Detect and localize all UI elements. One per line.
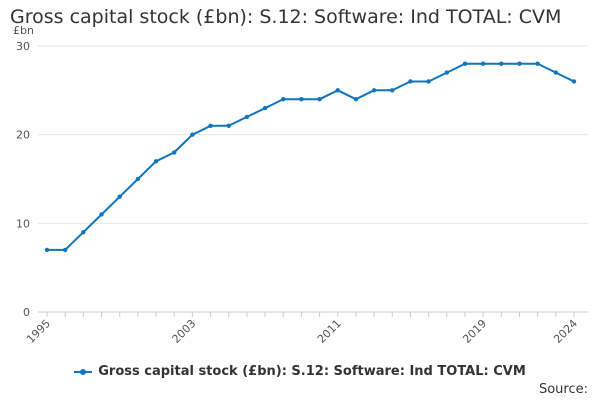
legend-label: Gross capital stock (£bn): S.12: Softwar…: [98, 364, 526, 379]
data-point: [444, 70, 449, 75]
x-tick-label: 2019: [460, 317, 489, 346]
chart-title: Gross capital stock (£bn): S.12: Softwar…: [10, 6, 562, 28]
data-point: [172, 150, 177, 155]
data-point: [462, 61, 468, 66]
data-point: [553, 70, 559, 75]
y-axis-label: £bn: [13, 24, 34, 37]
data-point: [535, 61, 540, 66]
source-label: Source:: [538, 382, 588, 397]
data-point: [81, 230, 86, 235]
data-point: [281, 97, 286, 102]
y-tick-label: 20: [16, 129, 30, 142]
data-point: [371, 88, 377, 93]
data-point: [499, 61, 504, 66]
data-point: [153, 159, 159, 164]
data-point: [135, 176, 141, 182]
data-point: [571, 79, 577, 84]
data-point: [517, 61, 522, 66]
data-point: [317, 97, 322, 102]
x-tick-label: 2024: [551, 317, 580, 346]
data-point: [99, 212, 104, 217]
legend-swatch: [74, 368, 93, 375]
data-point: [390, 88, 395, 93]
data-point: [44, 247, 50, 253]
data-point: [226, 123, 231, 128]
data-point: [480, 61, 486, 66]
y-tick-label: 30: [16, 40, 30, 53]
data-point: [335, 88, 340, 93]
data-point: [244, 114, 250, 120]
x-tick-label: 2003: [170, 317, 199, 346]
y-tick-label: 10: [16, 217, 30, 230]
data-point: [117, 194, 122, 199]
series-line: [47, 62, 575, 251]
data-point: [353, 97, 359, 102]
data-point: [262, 105, 268, 111]
data-point: [408, 79, 413, 84]
data-point: [426, 79, 431, 84]
grid-lines: [38, 45, 588, 313]
y-tick-label: 0: [23, 306, 30, 319]
x-tick-label: 2011: [315, 317, 344, 346]
data-point: [208, 123, 213, 128]
series-points: [44, 61, 577, 253]
data-point: [299, 97, 304, 102]
legend: Gross capital stock (£bn): S.12: Softwar…: [0, 364, 600, 379]
x-tick-labels: 1995 2003 2011 2019 2024: [24, 312, 580, 346]
x-tick-label: 1995: [24, 317, 53, 346]
data-point: [190, 132, 195, 137]
data-point: [62, 247, 68, 253]
y-tick-labels: 0 10 20 30: [16, 40, 30, 319]
